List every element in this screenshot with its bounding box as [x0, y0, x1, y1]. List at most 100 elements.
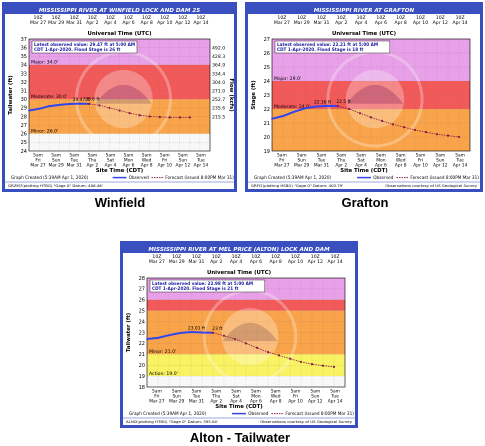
bottom-tick-label: 5am Thu Apr 2	[210, 389, 222, 405]
top-tick-label: 10Z Apr 6	[375, 15, 387, 26]
latest-observed-box	[31, 40, 138, 54]
bottom-tick-label: 5am Sat Apr 4	[105, 153, 117, 169]
plot-frame	[146, 277, 346, 388]
bottom-tick-label: 5am Sun Apr 12	[433, 153, 448, 169]
title-bar	[5, 5, 234, 14]
latest-observed-text: Latest observed value: 22.98 ft at 5:00 …	[152, 281, 253, 286]
y-tick-label: 19	[264, 149, 270, 155]
right-tick-label: 252.7	[212, 97, 225, 103]
stage-threshold-label: Moderate: 24.0'	[274, 104, 310, 110]
y-tick-label: 29	[21, 106, 27, 112]
observed-point	[168, 334, 170, 337]
legend-forecast-label: Forecast (issued 8:00PM Mar 31)	[285, 411, 354, 416]
top-tick-label: 10Z Apr 12	[175, 15, 190, 26]
forecast-point	[244, 342, 248, 345]
stage-threshold-label: Minor: 21.0'	[149, 349, 176, 355]
observed-point	[326, 105, 328, 107]
forecast-point	[358, 112, 362, 115]
x-axis-label: Site Time (CDT)	[215, 404, 263, 410]
y-tick-label: 27	[264, 37, 270, 43]
forecast-point	[310, 363, 314, 366]
point-value-label: 22.16 ft	[314, 100, 331, 106]
graph-created-label: Graph Created (5:39AM Apr 1, 2020)	[254, 175, 331, 180]
title-bar	[248, 5, 480, 14]
observed-point	[146, 338, 148, 340]
forecast-point	[233, 337, 237, 341]
plot-frame	[271, 38, 471, 152]
stage-threshold-label: Moderate: 30.0'	[31, 94, 67, 100]
forecast-point	[299, 360, 303, 364]
y-axis-label: Tailwater (ft)	[126, 313, 132, 353]
datum-label: GRFI2(plotting HSBG) "Gage 0" Datum: 403…	[251, 183, 343, 188]
forecast-point	[222, 334, 226, 337]
top-tick-label: 10Z Apr 4	[104, 15, 116, 26]
observations-credit-label: Observations courtesy of US Geological S…	[385, 183, 477, 188]
top-tick-label: 10Z Mar 27	[149, 254, 165, 265]
y-tick-label: 22	[264, 107, 270, 113]
y-tick-label: 26	[264, 51, 270, 57]
bottom-tick-label: 5am Sun Mar 29	[169, 389, 184, 405]
observed-point	[282, 115, 284, 117]
observed-point	[201, 331, 203, 334]
bottom-tick-label: 5am Thu Apr 2	[86, 153, 98, 169]
graph-created-label: Graph Created (5:39AM Apr 1, 2020)	[129, 411, 206, 416]
forecast-point	[332, 365, 336, 368]
y-tick-label: 21	[264, 121, 270, 127]
forecast-point	[148, 115, 151, 118]
observed-point	[304, 107, 306, 110]
x-axis-label: Site Time (CDT)	[340, 168, 388, 174]
forecast-point	[446, 134, 450, 137]
bottom-tick-label: 5am Mon Apr 6	[250, 389, 262, 405]
legend-observed-label: Observed	[129, 175, 149, 180]
latest-observed-text: CDT 1-Apr-2020. Flood Stage is 26 ft	[34, 47, 120, 52]
forecast-point	[457, 135, 461, 139]
forecast-point	[108, 106, 111, 110]
bottom-tick-label: 5am Tue Mar 31	[314, 153, 329, 169]
top-tick-label: 10Z Apr 10	[288, 254, 303, 265]
top-tick-label: 10Z Mar 27	[30, 15, 46, 26]
observed-point	[315, 105, 317, 108]
latest-observed-box	[274, 40, 391, 54]
chart-title: MISSISSIPPI RIVER AT GRAFTON	[314, 8, 415, 14]
forecast-point	[369, 116, 373, 119]
y-tick-label: 24	[139, 319, 145, 325]
top-tick-label: 10Z Apr 6	[122, 15, 134, 26]
forecast-point	[380, 119, 384, 122]
forecast-point	[211, 331, 215, 334]
observed-point	[271, 117, 273, 120]
utc-axis-title: Universal Time (UTC)	[87, 31, 151, 37]
bottom-tick-label: 5am Mon Apr 6	[375, 153, 387, 169]
bottom-tick-label: 5am Fri Apr 10	[288, 389, 303, 405]
top-tick-label: 10Z Mar 29	[294, 15, 310, 26]
graph-created-label: Graph Created (5:39AM Apr 1, 2020)	[11, 175, 88, 180]
datum-label: GRZM7(plotting HTBG) "Gage 0" Datum: 406…	[8, 183, 103, 188]
observed-point	[293, 110, 295, 113]
point-value-label: 22.5 ft	[336, 99, 351, 105]
top-tick-label: 10Z Apr 4	[355, 15, 367, 26]
top-tick-label: 10Z Apr 10	[157, 15, 172, 26]
top-tick-label: 10Z Mar 29	[169, 254, 185, 265]
bottom-tick-label: 5am Sat Apr 4	[230, 389, 242, 405]
right-tick-label: 428.3	[212, 54, 225, 60]
top-tick-label: 10Z Mar 31	[189, 254, 205, 265]
top-tick-label: 10Z Mar 31	[66, 15, 82, 26]
latest-observed-text: CDT 1-Apr-2020. Flood Stage is 21 ft	[152, 286, 238, 291]
observations-credit-label: Observations courtesy of US Geological S…	[260, 419, 352, 424]
y-tick-label: 19	[139, 374, 145, 380]
point-value-label: 29.47 ft	[73, 97, 90, 103]
y-tick-label: 27	[21, 123, 27, 129]
bottom-tick-label: 5am Sat Apr 4	[355, 153, 367, 169]
stage-threshold-label: Action: 19.0'	[149, 371, 178, 377]
flood-band-moderate	[147, 299, 345, 311]
bottom-tick-label: 5am Fri Apr 10	[157, 153, 172, 169]
y-tick-label: 28	[21, 114, 27, 120]
bottom-tick-label: 5am Fri Mar 27	[149, 389, 164, 405]
observed-point	[38, 107, 40, 110]
hydrograph-alton: MISSISSIPPI RIVER AT MEL PRICE (ALTON) L…	[123, 244, 355, 424]
y-tick-label: 31	[21, 88, 27, 94]
latest-observed-text: Latest observed value: 29.47 ft at 5:00 …	[34, 42, 135, 47]
latest-observed-box	[149, 279, 266, 293]
bottom-tick-label: 5am Tue Mar 31	[67, 153, 82, 169]
observed-point	[179, 332, 181, 334]
chart-panel-alton: MISSISSIPPI RIVER AT MEL PRICE (ALTON) L…	[120, 241, 358, 428]
